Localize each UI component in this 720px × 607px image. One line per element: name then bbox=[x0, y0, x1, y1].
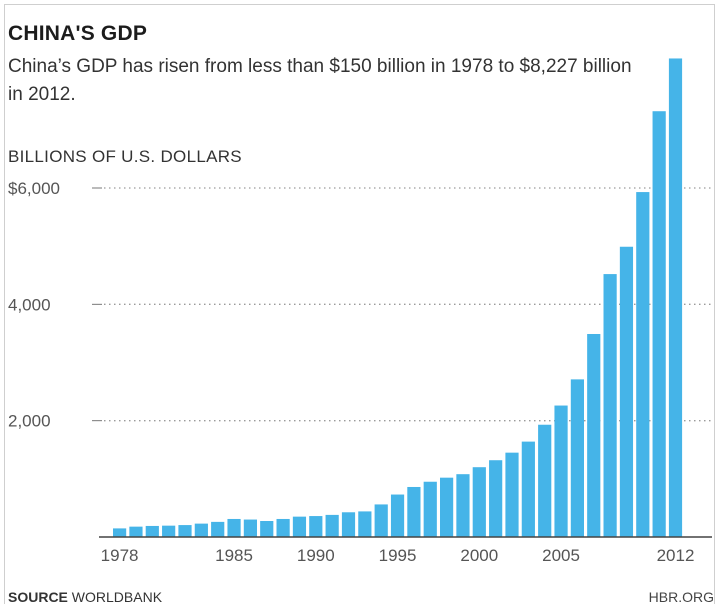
bar-2004 bbox=[538, 424, 552, 537]
chart-frame bbox=[4, 4, 715, 604]
bar-2010 bbox=[636, 192, 650, 538]
bar-1988 bbox=[276, 518, 290, 537]
bar-1981 bbox=[162, 525, 176, 537]
x-tick-label: 2000 bbox=[460, 546, 498, 565]
bar-1979 bbox=[129, 526, 143, 537]
bar-1996 bbox=[407, 486, 421, 537]
bar-1989 bbox=[292, 516, 307, 537]
y-tick-label: 4,000 bbox=[8, 295, 51, 314]
bar-1982 bbox=[178, 525, 192, 537]
bar-1994 bbox=[374, 504, 388, 537]
bar-2001 bbox=[489, 460, 503, 537]
x-tick-label: 1990 bbox=[297, 546, 335, 565]
bar-2006 bbox=[570, 379, 584, 537]
bar-2003 bbox=[521, 441, 535, 537]
x-tick-label: 1985 bbox=[215, 546, 253, 565]
credit-label: HBR.ORG bbox=[648, 589, 714, 605]
bar-1980 bbox=[145, 525, 159, 537]
chart-subtitle: China’s GDP has risen from less than $15… bbox=[8, 56, 632, 105]
bar-1986 bbox=[243, 519, 257, 537]
bar-2012 bbox=[668, 58, 683, 538]
bar-1993 bbox=[358, 511, 372, 537]
bar-2002 bbox=[505, 452, 519, 537]
bar-1978 bbox=[113, 528, 127, 537]
bar-1991 bbox=[325, 514, 339, 537]
y-tick-label: 2,000 bbox=[8, 412, 51, 431]
y-axis-label: BILLIONS OF U.S. DOLLARS bbox=[8, 147, 242, 166]
bar-2007 bbox=[587, 333, 601, 537]
x-tick-label: 1995 bbox=[379, 546, 417, 565]
source-label: SOURCE bbox=[8, 589, 68, 605]
x-tick-label: 2005 bbox=[542, 546, 580, 565]
bar-1990 bbox=[309, 516, 323, 537]
x-tick-label: 2012 bbox=[657, 546, 695, 565]
bar-1998 bbox=[440, 477, 454, 537]
source-note: SOURCE WORLDBANK bbox=[8, 589, 162, 605]
bar-1997 bbox=[423, 481, 437, 537]
bar-1984 bbox=[211, 521, 225, 537]
bar-1995 bbox=[390, 494, 405, 537]
bar-1999 bbox=[456, 474, 470, 537]
bar-2008 bbox=[603, 274, 617, 537]
bar-1987 bbox=[260, 521, 274, 537]
chart-title: CHINA'S GDP bbox=[8, 22, 148, 45]
bar-2011 bbox=[652, 111, 666, 537]
bar-1985 bbox=[227, 518, 241, 537]
bar-1992 bbox=[341, 512, 356, 537]
y-tick-label: $6,000 bbox=[8, 179, 60, 198]
bar-1983 bbox=[194, 523, 208, 537]
bar-2000 bbox=[472, 467, 486, 537]
bar-2009 bbox=[619, 246, 634, 537]
bar-2005 bbox=[554, 405, 568, 537]
source-name: WORLDBANK bbox=[71, 589, 163, 605]
x-tick-label: 1978 bbox=[101, 546, 139, 565]
